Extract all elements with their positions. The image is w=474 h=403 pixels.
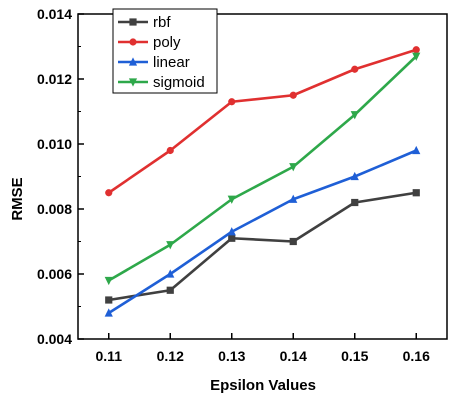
series-line-rbf: [108, 191, 417, 302]
data-point-sigmoid: [104, 276, 113, 286]
data-point-rbf: [412, 189, 420, 197]
y-tick-label: 0.006: [37, 266, 72, 282]
data-point-poly: [289, 91, 297, 99]
legend-marker: [128, 57, 138, 66]
data-point-linear: [412, 145, 421, 155]
data-point-linear: [350, 171, 359, 181]
data-point-linear: [104, 308, 113, 317]
data-point-rbf: [351, 198, 359, 207]
data-point-linear: [166, 269, 175, 278]
data-point-rbf: [105, 296, 113, 304]
x-tick-label: 0.14: [280, 348, 307, 364]
data-point-linear: [289, 194, 298, 203]
x-tick-label: 0.16: [403, 348, 430, 364]
x-tick-label: 0.15: [341, 348, 368, 364]
legend-item-rbf: rbf: [118, 14, 171, 31]
x-tick-label: 0.13: [218, 348, 245, 364]
data-point-poly: [412, 46, 420, 54]
axes: 0.11 0.12 0.13 0.14 0.15 0.16 0.004 0.006 0.008 0…: [37, 6, 448, 364]
series-line-sigmoid: [108, 55, 418, 282]
legend-label: poly: [153, 34, 181, 51]
x-tick-label: 0.11: [96, 348, 123, 364]
data-point-poly: [228, 98, 236, 106]
legend-marker: [128, 78, 138, 87]
legend-item-linear: linear: [118, 54, 190, 71]
legend-item-poly: poly: [118, 34, 181, 51]
series-line-linear: [108, 149, 417, 315]
data-point-rbf: [228, 234, 236, 242]
series-line-poly: [108, 48, 417, 194]
series-sigmoid: [104, 52, 421, 286]
y-tick-label: 0.014: [37, 6, 72, 22]
y-tick-label: 0.004: [37, 331, 72, 347]
data-point-poly: [166, 146, 174, 155]
data-point-sigmoid: [289, 163, 298, 172]
data-point-sigmoid: [166, 241, 175, 250]
data-point-sigmoid: [412, 52, 421, 61]
data-point-poly: [105, 189, 113, 197]
legend-marker: [129, 18, 137, 26]
series-rbf: [105, 189, 420, 304]
data-point-rbf: [289, 237, 297, 246]
data-point-sigmoid: [350, 111, 359, 120]
series-linear: [104, 145, 421, 317]
data-point-sigmoid: [227, 195, 236, 204]
legend-marker: [129, 38, 137, 46]
series-layer: [104, 46, 421, 317]
y-tick-label: 0.010: [37, 136, 72, 152]
x-axis-label: Epsilon Values: [210, 377, 316, 394]
legend-item-sigmoid: sigmoid: [118, 74, 205, 91]
y-tick-label: 0.008: [37, 201, 72, 217]
legend: rbf poly linear sigmoid: [112, 8, 218, 94]
data-point-linear: [227, 227, 236, 236]
legend-label: rbf: [153, 14, 171, 31]
x-tick-label: 0.12: [157, 348, 184, 364]
y-axis-label: RMSE: [9, 177, 26, 220]
legend-label: sigmoid: [153, 74, 205, 91]
data-point-rbf: [166, 286, 174, 294]
legend-label: linear: [153, 54, 190, 71]
series-poly: [105, 46, 420, 197]
y-tick-label: 0.012: [37, 71, 72, 87]
data-point-poly: [351, 65, 359, 73]
